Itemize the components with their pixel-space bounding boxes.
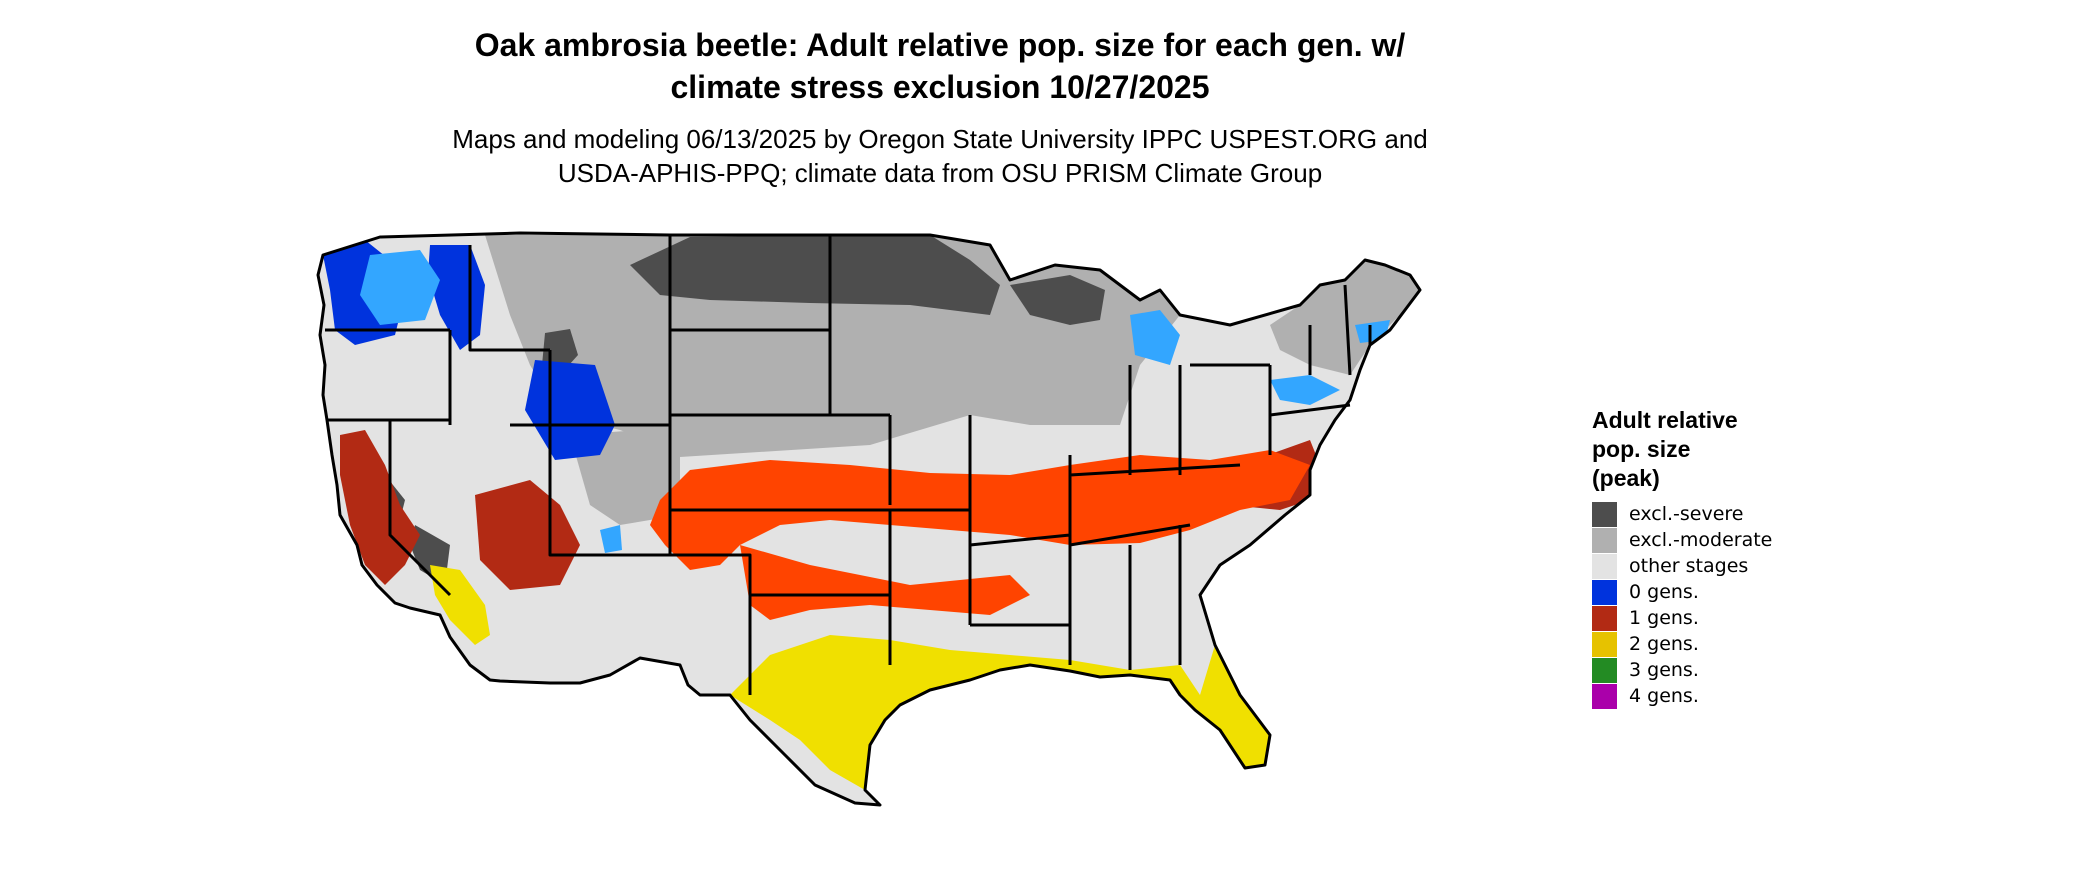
one-gens-southwest	[475, 480, 580, 590]
one-gens-bright-south-texas	[740, 545, 1030, 620]
map-legend: Adult relative pop. size (peak) excl.-se…	[1592, 406, 1772, 709]
zero-gens-light-new-mexico	[600, 525, 622, 553]
legend-item-3-gens: 3 gens.	[1592, 657, 1772, 683]
state-borders	[316, 231, 1422, 807]
us-generations-map	[316, 231, 1422, 807]
legend-item-other-stages: other stages	[1592, 553, 1772, 579]
legend-item-1-gens: 1 gens.	[1592, 605, 1772, 631]
zero-gens-light-appalachian	[1270, 375, 1340, 405]
legend-title: Adult relative pop. size (peak)	[1592, 406, 1772, 493]
two-gens-gulf-coast	[730, 635, 1270, 790]
two-gens-southern-california	[430, 565, 490, 645]
map-title: Oak ambrosia beetle: Adult relative pop.…	[0, 24, 1880, 108]
legend-label-4-gens: 4 gens.	[1629, 685, 1699, 707]
legend-label-excl-severe: excl.-severe	[1629, 503, 1744, 525]
legend-label-1-gens: 1 gens.	[1629, 607, 1699, 629]
legend-title-line-3: (peak)	[1592, 465, 1660, 491]
legend-item-0-gens: 0 gens.	[1592, 579, 1772, 605]
legend-swatch-0-gens	[1592, 579, 1617, 605]
legend-label-3-gens: 3 gens.	[1629, 659, 1699, 681]
legend-swatch-excl-moderate	[1592, 527, 1617, 553]
legend-title-line-1: Adult relative	[1592, 407, 1738, 433]
map-title-line-1: Oak ambrosia beetle: Adult relative pop.…	[474, 27, 1406, 63]
map-subtitle-line-2: USDA-APHIS-PPQ; climate data from OSU PR…	[557, 158, 1323, 188]
zero-gens-light-michigan	[1130, 310, 1180, 365]
one-gens-bright-central-belt	[650, 450, 1310, 570]
legend-label-excl-moderate: excl.-moderate	[1629, 529, 1773, 551]
legend-item-2-gens: 2 gens.	[1592, 631, 1772, 657]
legend-swatch-1-gens	[1592, 605, 1617, 631]
legend-swatch-3-gens	[1592, 657, 1617, 683]
legend-item-excl-severe: excl.-severe	[1592, 501, 1772, 527]
map-subtitle: Maps and modeling 06/13/2025 by Oregon S…	[0, 122, 1880, 190]
legend-label-2-gens: 2 gens.	[1629, 633, 1699, 655]
legend-swatch-other-stages	[1592, 553, 1617, 579]
map-title-line-2: climate stress exclusion 10/27/2025	[670, 69, 1210, 105]
excl-severe-dakota-minnesota	[630, 235, 1000, 315]
legend-title-line-2: pop. size	[1592, 436, 1691, 462]
legend-label-0-gens: 0 gens.	[1629, 581, 1699, 603]
legend-swatch-4-gens	[1592, 683, 1617, 709]
legend-items: excl.-severe excl.-moderate other stages…	[1592, 501, 1772, 709]
legend-swatch-2-gens	[1592, 631, 1617, 657]
legend-item-4-gens: 4 gens.	[1592, 683, 1772, 709]
map-subtitle-line-1: Maps and modeling 06/13/2025 by Oregon S…	[452, 124, 1428, 154]
excl-severe-wisconsin	[1010, 275, 1105, 325]
legend-swatch-excl-severe	[1592, 501, 1617, 527]
legend-item-excl-moderate: excl.-moderate	[1592, 527, 1772, 553]
excl-moderate-northeast	[1270, 260, 1420, 375]
zero-gens-light-northwest	[360, 250, 440, 325]
zero-gens-wyoming-utah	[525, 360, 615, 460]
legend-label-other-stages: other stages	[1629, 555, 1749, 577]
